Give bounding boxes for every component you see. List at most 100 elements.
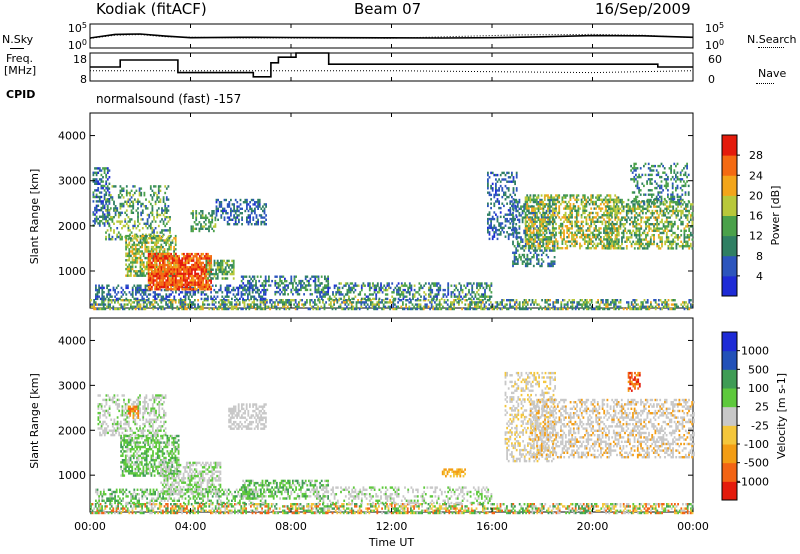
range-gate-cell	[120, 299, 123, 302]
range-gate-cell	[667, 307, 670, 311]
range-gate-cell	[537, 236, 540, 239]
range-gate-cell	[194, 272, 196, 276]
range-gate-cell	[131, 293, 134, 296]
range-gate-cell	[580, 200, 583, 204]
range-gate-cell	[582, 200, 585, 204]
range-gate-cell	[113, 200, 115, 203]
range-gate-cell	[147, 248, 150, 251]
range-gate-cell	[509, 213, 512, 216]
range-gate-cell	[565, 307, 567, 311]
range-gate-cell	[152, 305, 155, 308]
range-gate-cell	[542, 231, 545, 234]
range-gate-cell	[102, 213, 104, 216]
range-gate-cell	[542, 242, 545, 245]
range-gate-cell	[635, 307, 638, 311]
range-gate-cell	[123, 299, 126, 302]
range-gate-cell	[274, 290, 277, 294]
range-gate-cell	[588, 203, 591, 206]
range-gate-cell	[117, 307, 119, 311]
range-gate-cell	[616, 299, 619, 302]
range-gate-cell	[342, 307, 345, 311]
range-gate-cell	[215, 297, 217, 301]
range-gate-cell	[247, 293, 249, 296]
range-gate-cell	[327, 297, 330, 301]
range-gate-cell	[548, 198, 551, 202]
range-gate-cell	[134, 259, 137, 262]
range-gate-cell	[136, 250, 139, 253]
range-gate-cell	[144, 245, 147, 249]
range-gate-cell	[591, 236, 594, 239]
range-gate-cell	[540, 253, 543, 257]
range-gate-cell	[157, 272, 160, 276]
range-gate-cell	[389, 307, 391, 311]
range-gate-cell	[216, 291, 219, 294]
range-gate-cell	[566, 244, 569, 248]
range-gate-cell	[181, 285, 184, 289]
range-gate-cell	[263, 279, 265, 283]
range-gate-cell	[493, 202, 496, 205]
range-gate-cell	[535, 214, 538, 217]
range-gate-cell	[242, 307, 244, 311]
range-gate-cell	[128, 250, 131, 253]
range-gate-cell	[133, 222, 136, 225]
range-gate-cell	[504, 198, 507, 201]
range-gate-cell	[416, 305, 419, 308]
range-gate-cell	[593, 236, 596, 239]
range-gate-cell	[317, 288, 320, 292]
range-gate-cell	[255, 284, 257, 287]
range-gate-cell	[325, 284, 328, 287]
range-gate-cell	[250, 303, 252, 306]
range-gate-cell	[135, 200, 138, 203]
range-gate-cell	[372, 282, 374, 285]
range-gate-cell	[338, 293, 341, 296]
range-gate-cell	[499, 301, 502, 304]
range-gate-cell	[300, 286, 302, 289]
range-gate-cell	[128, 248, 131, 251]
range-gate-cell	[186, 303, 188, 306]
range-gate-cell	[532, 214, 535, 217]
range-gate-cell	[217, 218, 219, 221]
range-gate-cell	[509, 180, 512, 183]
range-gate-cell	[373, 307, 375, 311]
range-gate-cell	[100, 180, 103, 183]
range-gate-cell	[170, 255, 172, 258]
range-gate-cell	[587, 233, 589, 237]
range-gate-cell	[532, 218, 535, 221]
range-gate-cell	[355, 303, 358, 306]
range-gate-cell	[234, 209, 237, 213]
range-gate-cell	[380, 286, 382, 290]
range-gate-cell	[200, 272, 203, 276]
range-gate-cell	[154, 261, 156, 264]
range-gate-cell	[293, 303, 295, 306]
range-gate-cell	[598, 242, 601, 245]
range-gate-cell	[438, 303, 441, 306]
range-gate-cell	[175, 257, 177, 260]
range-gate-cell	[531, 209, 533, 212]
range-gate-cell	[464, 293, 467, 296]
range-gate-cell	[384, 286, 387, 290]
range-gate-cell	[259, 305, 262, 308]
range-gate-cell	[562, 299, 564, 302]
range-gate-cell	[516, 236, 519, 239]
range-gate-cell	[476, 297, 478, 301]
range-gate-cell	[336, 288, 339, 292]
range-gate-cell	[165, 293, 168, 296]
range-gate-cell	[520, 205, 522, 208]
range-gate-cell	[147, 250, 150, 253]
range-gate-cell	[544, 249, 546, 252]
range-gate-cell	[543, 198, 546, 201]
range-gate-cell	[201, 210, 204, 213]
range-gate-cell	[499, 180, 502, 183]
range-gate-cell	[547, 244, 549, 248]
range-gate-cell	[501, 226, 504, 230]
range-gate-cell	[183, 274, 185, 278]
range-gate-cell	[220, 205, 223, 208]
range-gate-cell	[340, 291, 342, 294]
range-gate-cell	[160, 283, 163, 287]
range-gate-cell	[548, 200, 551, 204]
range-gate-cell	[97, 167, 100, 170]
range-gate-cell	[154, 274, 156, 278]
range-gate-cell	[553, 227, 556, 230]
range-gate-cell	[100, 195, 103, 199]
range-gate-cell	[231, 270, 233, 274]
